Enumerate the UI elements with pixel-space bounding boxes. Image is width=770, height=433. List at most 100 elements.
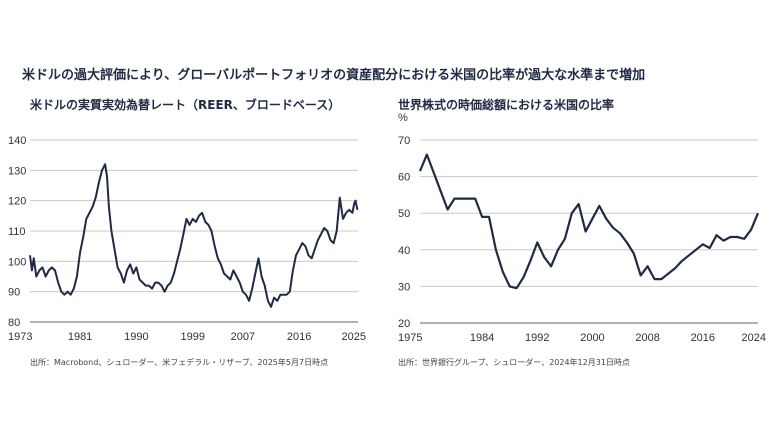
reer-data-point	[67, 291, 68, 292]
reer-data-point	[167, 285, 168, 286]
reer-data-point	[236, 276, 237, 277]
us-share-chart-source: 出所：世界銀行グループ、シュローダー、2024年12月31日時点	[398, 358, 630, 367]
reer-data-point	[83, 237, 84, 238]
us-share-series-line	[418, 153, 760, 290]
reer-data-point	[51, 267, 52, 268]
us-share-data-point	[551, 266, 552, 267]
reer-data-point	[321, 233, 322, 234]
us-share-chart: 70 60 50 40 30 20% 1975 1984 1992 2000 2008 2016 202…	[398, 112, 766, 344]
reer-data-point	[336, 230, 337, 231]
reer-data-point	[130, 264, 131, 265]
us-share-data-point	[468, 198, 469, 199]
reer-data-point	[286, 294, 287, 295]
reer-data-point	[98, 182, 99, 183]
reer-data-point	[64, 294, 65, 295]
us-share-x-tick-label: 1992	[525, 332, 549, 344]
us-share-data-point	[647, 266, 648, 267]
us-share-y-tick-label: 30	[398, 281, 410, 293]
us-share-y-tick-label: 70	[398, 135, 410, 147]
us-share-data-point	[426, 154, 427, 155]
us-share-data-point	[544, 257, 545, 258]
reer-data-point	[277, 300, 278, 301]
us-share-data-point	[537, 242, 538, 243]
us-share-data-point	[744, 238, 745, 239]
reer-y-tick-label: 90	[8, 287, 20, 299]
us-share-data-point	[751, 229, 752, 230]
reer-data-point	[324, 227, 325, 228]
us-share-data-point	[675, 268, 676, 269]
reer-data-point	[295, 255, 296, 256]
reer-data-point	[357, 209, 358, 210]
reer-data-point	[120, 273, 121, 274]
us-share-data-point	[695, 249, 696, 250]
reer-x-tick-label: 1990	[124, 331, 148, 343]
reer-data-point	[233, 270, 234, 271]
us-share-data-point	[509, 286, 510, 287]
us-share-data-point	[440, 191, 441, 192]
reer-data-point	[136, 267, 137, 268]
reer-data-point	[230, 279, 231, 280]
reer-data-point	[86, 218, 87, 219]
reer-data-point	[33, 258, 34, 259]
reer-series-line	[29, 163, 359, 308]
reer-data-point	[330, 240, 331, 241]
us-share-data-point	[475, 198, 476, 199]
reer-data-point	[58, 282, 59, 283]
reer-data-point	[339, 197, 340, 198]
us-share-data-point	[447, 209, 448, 210]
reer-data-point	[255, 273, 256, 274]
reer-chart-source: 出所：Macrobond、シュローダー、米フェデラル・リザーブ、2025年5月7…	[30, 358, 329, 367]
reer-data-point	[195, 221, 196, 222]
reer-data-point	[123, 282, 124, 283]
us-share-x-tick-label: 2008	[635, 332, 659, 344]
reer-data-point	[89, 212, 90, 213]
reer-data-point	[299, 249, 300, 250]
reer-data-point	[283, 294, 284, 295]
us-share-x-tick-label: 2024	[742, 332, 766, 344]
reer-data-point	[54, 270, 55, 271]
us-share-data-point	[730, 236, 731, 237]
reer-data-point	[164, 291, 165, 292]
us-share-data-point	[654, 279, 655, 280]
us-share-data-point	[668, 273, 669, 274]
us-share-data-point	[619, 233, 620, 234]
reer-data-point	[155, 282, 156, 283]
us-share-x-tick-label: 1984	[470, 332, 494, 344]
us-share-data-point	[709, 247, 710, 248]
us-share-data-point	[530, 260, 531, 261]
reer-data-point	[245, 294, 246, 295]
reer-data-point	[223, 273, 224, 274]
reer-data-point	[249, 300, 250, 301]
us-share-data-point	[606, 218, 607, 219]
reer-data-point	[126, 270, 127, 271]
reer-data-point	[101, 170, 102, 171]
reer-data-point	[95, 197, 96, 198]
reer-data-point	[354, 203, 355, 204]
reer-y-tick-label: 80	[8, 317, 20, 329]
reer-data-point	[214, 246, 215, 247]
reer-data-point	[158, 282, 159, 283]
us-share-data-point	[723, 240, 724, 241]
reer-data-point	[139, 279, 140, 280]
reer-data-point	[70, 294, 71, 295]
reer-data-point	[189, 224, 190, 225]
reer-data-point	[239, 282, 240, 283]
reer-data-point	[217, 258, 218, 259]
reer-x-tick-label: 1973	[8, 331, 32, 343]
reer-data-point	[29, 255, 30, 256]
us-share-x-tick-label: 2016	[691, 332, 715, 344]
reer-data-point	[274, 297, 275, 298]
us-share-data-point	[571, 213, 572, 214]
us-share-data-point	[757, 213, 758, 214]
us-share-data-point	[495, 249, 496, 250]
reer-data-point	[148, 285, 149, 286]
us-share-data-point	[592, 218, 593, 219]
reer-data-point	[311, 258, 312, 259]
reer-data-point	[205, 221, 206, 222]
reer-data-point	[48, 270, 49, 271]
us-share-x-tick-label: 1975	[398, 332, 422, 344]
us-share-y-tick-label: 40	[398, 245, 410, 257]
us-share-x-tick-label: 2000	[580, 332, 604, 344]
us-share-data-point	[564, 238, 565, 239]
us-share-data-point	[482, 216, 483, 217]
